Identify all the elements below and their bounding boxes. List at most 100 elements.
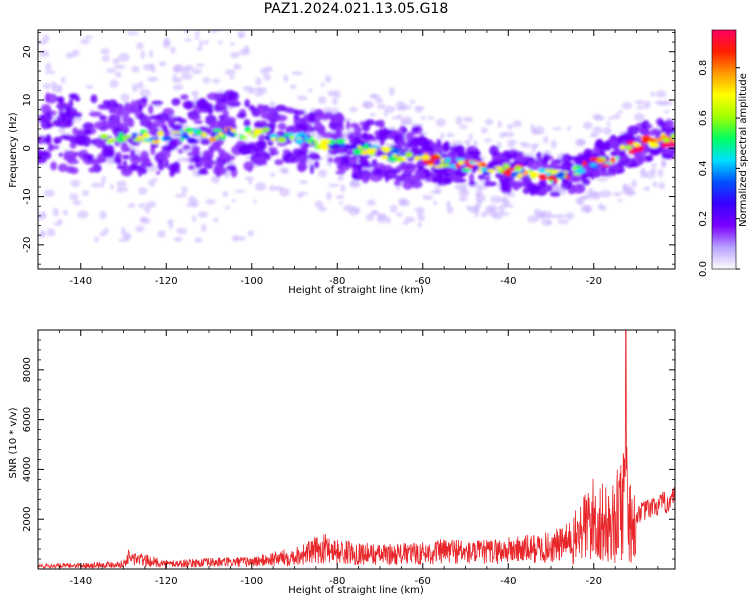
heatmap-blob <box>68 98 74 109</box>
heatmap-blob <box>196 46 203 52</box>
x-tick-label: -20 <box>586 576 602 587</box>
heatmap-peak <box>131 132 139 136</box>
heatmap-blob <box>561 153 572 164</box>
heatmap-peak <box>502 163 510 169</box>
heatmap-blob <box>118 106 131 117</box>
heatmap-peak <box>619 144 626 150</box>
heatmap-blob <box>53 222 62 226</box>
heatmap-blob <box>519 141 527 146</box>
heatmap-blob <box>577 199 585 206</box>
heatmap-peak <box>289 134 295 141</box>
heatmap-blob <box>369 112 376 117</box>
snr-x-ticks: -140 -120 -100 -80 -60 -40 -20 <box>37 330 659 587</box>
heatmap-blob <box>662 100 673 106</box>
heatmap-peak <box>574 168 586 174</box>
heatmap-peak <box>455 163 461 169</box>
heatmap-blob <box>47 111 52 117</box>
heatmap-blob <box>498 204 505 214</box>
heatmap-blob <box>270 172 275 178</box>
heatmap-blob <box>116 180 128 187</box>
heatmap-blob <box>152 177 159 182</box>
heatmap-peak <box>433 165 444 169</box>
y-tick-label: 2000 <box>22 506 33 531</box>
heatmap-blob <box>90 94 98 104</box>
heatmap-peak <box>215 134 219 141</box>
heatmap-blob <box>53 136 63 144</box>
heatmap-blob <box>385 105 395 114</box>
heatmap-blob <box>475 193 486 203</box>
heatmap-blob <box>497 120 502 129</box>
heatmap-blob <box>72 127 79 136</box>
heatmap-blob <box>291 71 303 76</box>
heatmap-blob <box>548 214 559 219</box>
heatmap-blob <box>237 30 246 38</box>
heatmap-blob <box>277 122 287 131</box>
heatmap-blob <box>644 171 657 179</box>
heatmap-blob <box>182 144 191 150</box>
heatmap-blob <box>65 52 75 59</box>
heatmap-blob <box>267 139 274 147</box>
heatmap-blob <box>646 130 651 136</box>
heatmap-peak <box>180 137 184 142</box>
heatmap-blob <box>137 187 148 195</box>
figure-title: PAZ1.2024.021.13.05.G18 <box>263 1 449 17</box>
heatmap-blob <box>552 127 562 131</box>
heatmap-blob <box>213 104 220 111</box>
heatmap-blob <box>423 195 433 201</box>
heatmap-blob <box>603 126 612 136</box>
heatmap-blob <box>71 112 83 118</box>
heatmap-blob <box>159 149 171 160</box>
heatmap-blob <box>269 150 276 157</box>
heatmap-peak <box>112 138 119 142</box>
heatmap-blob <box>290 84 297 89</box>
heatmap-blob <box>518 155 527 161</box>
heatmap-peak <box>463 159 469 164</box>
heatmap-blob <box>320 82 325 87</box>
heatmap-peak <box>628 149 637 155</box>
heatmap-blob <box>330 114 344 120</box>
heatmap-blob <box>184 38 192 42</box>
heatmap-blob <box>633 113 645 122</box>
heatmap-blob <box>187 196 197 204</box>
heatmap-blob <box>69 141 77 149</box>
heatmap-blob <box>533 185 543 191</box>
y-tick-label: 8000 <box>22 357 33 382</box>
heatmap-blob <box>56 102 70 110</box>
heatmap-blob <box>635 135 642 140</box>
heatmap-blob <box>65 165 75 174</box>
heatmap-blob <box>224 155 236 161</box>
heatmap-blob <box>396 212 403 217</box>
heatmap-blob <box>138 104 143 112</box>
heatmap-blob <box>167 119 172 126</box>
heatmap-blob <box>199 167 208 174</box>
colorbar-label: Normalized spectral amplitude <box>738 73 749 227</box>
heatmap-blob <box>113 155 122 164</box>
heatmap-peak <box>486 168 496 173</box>
heatmap-blob <box>51 84 62 93</box>
heatmap-blob <box>91 182 102 188</box>
x-tick-label: -20 <box>586 276 602 287</box>
heatmap-peak <box>527 169 534 173</box>
heatmap-blob <box>146 76 159 82</box>
heatmap-blob <box>257 133 265 142</box>
heatmap-blob <box>536 151 542 161</box>
colorbar-gradient <box>712 30 736 269</box>
heatmap-blob <box>657 168 664 178</box>
heatmap-blob <box>356 163 364 172</box>
heatmap-blob <box>447 167 452 174</box>
heatmap-blob <box>312 111 323 122</box>
heatmap-blob <box>543 135 549 145</box>
heatmap-blob <box>376 214 387 224</box>
heatmap-peak <box>445 158 451 162</box>
heatmap-blob <box>274 104 287 112</box>
heatmap-blob <box>484 175 491 183</box>
heatmap-blob <box>490 195 502 204</box>
heatmap-blob <box>269 100 276 108</box>
heatmap-blob <box>247 230 254 237</box>
heatmap-blob <box>148 127 159 136</box>
heatmap-peak <box>218 131 224 138</box>
heatmap-blob <box>259 120 266 126</box>
heatmap-peak <box>319 138 330 145</box>
heatmap-peak <box>506 167 516 172</box>
heatmap-blob <box>480 211 488 218</box>
